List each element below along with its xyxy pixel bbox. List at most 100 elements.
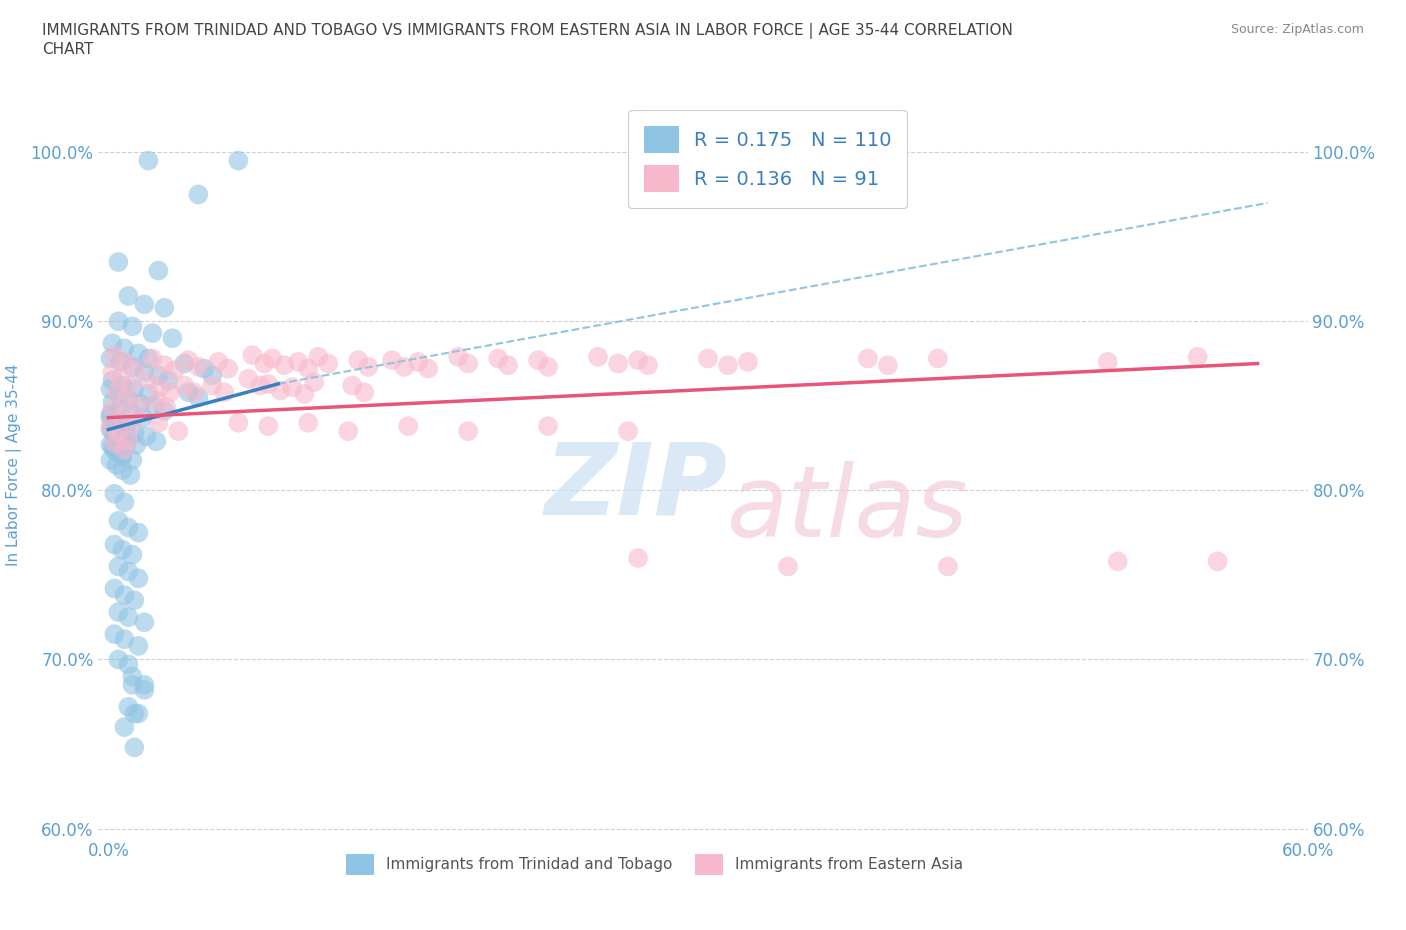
Point [183, 385, 205, 400]
Point [159, 385, 181, 400]
Point [111, 408, 134, 423]
Point [153, 404, 176, 418]
Point [135, 429, 157, 444]
Text: atlas: atlas [727, 461, 969, 558]
Point [697, 351, 720, 365]
Point [173, 356, 195, 371]
Point [316, 356, 339, 371]
Point [100, 406, 122, 421]
Point [876, 358, 898, 373]
Point [111, 379, 134, 393]
Point [162, 331, 184, 346]
Point [110, 354, 132, 369]
Point [238, 371, 260, 386]
Point [138, 153, 160, 168]
Point [124, 706, 146, 721]
Point [627, 352, 650, 367]
Point [127, 706, 149, 721]
Point [381, 352, 404, 367]
Point [637, 358, 659, 373]
Point [112, 588, 135, 603]
Point [101, 422, 124, 437]
Point [103, 486, 125, 501]
Point [292, 387, 315, 402]
Point [201, 368, 224, 383]
Point [101, 395, 124, 410]
Point [936, 559, 959, 574]
Point [112, 354, 135, 369]
Point [101, 336, 124, 351]
Point [100, 453, 122, 468]
Point [121, 677, 143, 692]
Point [418, 361, 440, 376]
Point [457, 424, 479, 439]
Point [134, 365, 156, 379]
Point [125, 437, 148, 452]
Point [537, 360, 560, 375]
Point [153, 300, 176, 315]
Point [406, 354, 429, 369]
Point [1187, 350, 1209, 365]
Point [496, 358, 519, 373]
Point [586, 350, 609, 365]
Point [103, 348, 125, 363]
Point [107, 513, 129, 528]
Point [257, 377, 280, 392]
Point [1107, 554, 1129, 569]
Point [353, 385, 375, 400]
Point [153, 358, 176, 373]
Point [134, 683, 156, 698]
Point [392, 360, 415, 375]
Point [111, 447, 134, 462]
Point [124, 381, 146, 396]
Point [112, 495, 135, 510]
Point [187, 360, 209, 375]
Point [307, 350, 329, 365]
Point [131, 410, 153, 425]
Point [127, 346, 149, 361]
Point [856, 351, 879, 365]
Point [342, 379, 364, 393]
Point [117, 699, 139, 714]
Point [117, 658, 139, 672]
Point [103, 627, 125, 642]
Point [145, 393, 167, 408]
Point [110, 417, 132, 432]
Point [111, 542, 134, 557]
Point [187, 187, 209, 202]
Point [112, 420, 135, 435]
Legend: Immigrants from Trinidad and Tobago, Immigrants from Eastern Asia: Immigrants from Trinidad and Tobago, Imm… [340, 847, 969, 882]
Point [105, 458, 128, 472]
Point [253, 356, 276, 371]
Point [124, 740, 146, 755]
Point [117, 610, 139, 625]
Point [100, 351, 122, 365]
Point [117, 565, 139, 579]
Point [141, 351, 163, 365]
Point [120, 468, 142, 483]
Point [107, 604, 129, 619]
Point [187, 390, 209, 405]
Point [737, 354, 759, 369]
Point [117, 520, 139, 535]
Point [124, 361, 146, 376]
Point [103, 537, 125, 551]
Point [112, 631, 135, 646]
Point [155, 400, 177, 415]
Point [304, 375, 326, 390]
Point [105, 416, 128, 431]
Point [717, 358, 740, 373]
Point [193, 361, 215, 376]
Point [101, 402, 124, 417]
Point [100, 422, 122, 437]
Point [112, 720, 135, 735]
Point [273, 358, 295, 373]
Point [228, 153, 250, 168]
Point [134, 615, 156, 630]
Point [240, 348, 263, 363]
Point [337, 424, 360, 439]
Point [627, 551, 650, 565]
Point [357, 360, 380, 375]
Point [121, 547, 143, 562]
Point [129, 397, 152, 412]
